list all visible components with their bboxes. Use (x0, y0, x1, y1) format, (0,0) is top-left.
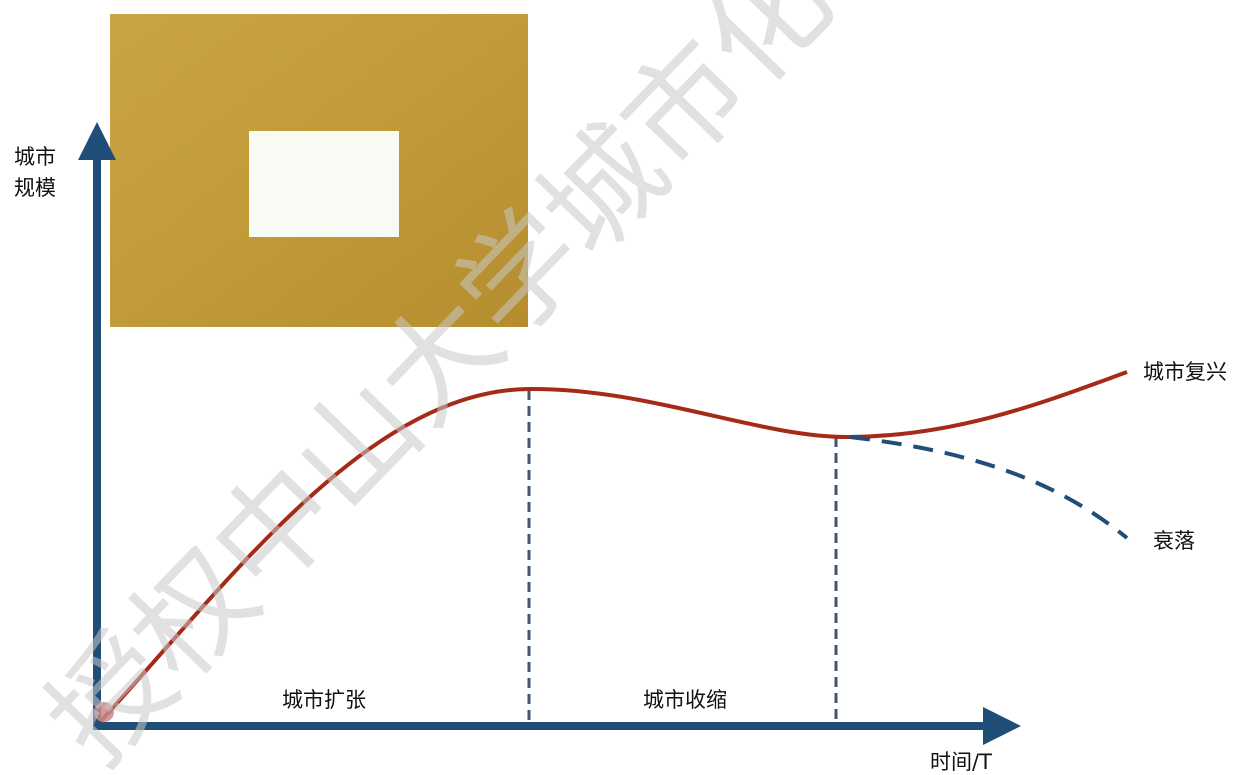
decline-branch (849, 435, 1129, 540)
x-axis-arrowhead (983, 707, 1021, 745)
y-axis-label-line1: 城市 (14, 145, 56, 169)
y-axis-arrowhead (78, 122, 116, 160)
start-point-marker (94, 702, 114, 722)
urban-scale-curve (98, 370, 1128, 724)
phase-label-expansion: 城市扩张 (282, 688, 366, 712)
x-axis-label: 时间/T (930, 750, 992, 774)
outcome-label-decline: 衰落 (1153, 529, 1195, 553)
y-axis-label-line2: 规模 (14, 176, 56, 200)
outcome-label-revival: 城市复兴 (1143, 360, 1227, 384)
photo-white-card (249, 131, 399, 237)
inset-photo (110, 14, 528, 327)
phase-label-shrinkage: 城市收缩 (643, 688, 727, 712)
